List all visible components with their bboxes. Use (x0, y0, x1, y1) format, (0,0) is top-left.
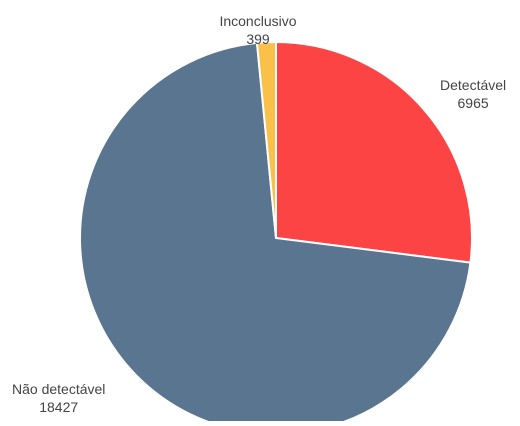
slice-label-detectavel: Detectável 6965 (440, 76, 506, 112)
slice-category-detectavel: Detectável (440, 77, 507, 93)
slice-label-inconclusivo: Inconclusivo 399 (208, 12, 308, 48)
slice-inconclusivo (255, 40, 277, 239)
slice-category-inconclusivo: Inconclusivo (219, 13, 297, 29)
slice-detectavel (275, 40, 473, 264)
slice-value-nao-detectavel: 18427 (39, 399, 79, 415)
slice-value-detectavel: 6965 (457, 95, 489, 111)
slice-label-nao-detectavel: Não detectável 18427 (12, 380, 105, 416)
slice-category-nao-detectavel: Não detectável (12, 381, 106, 397)
slice-value-inconclusivo: 399 (246, 31, 270, 47)
